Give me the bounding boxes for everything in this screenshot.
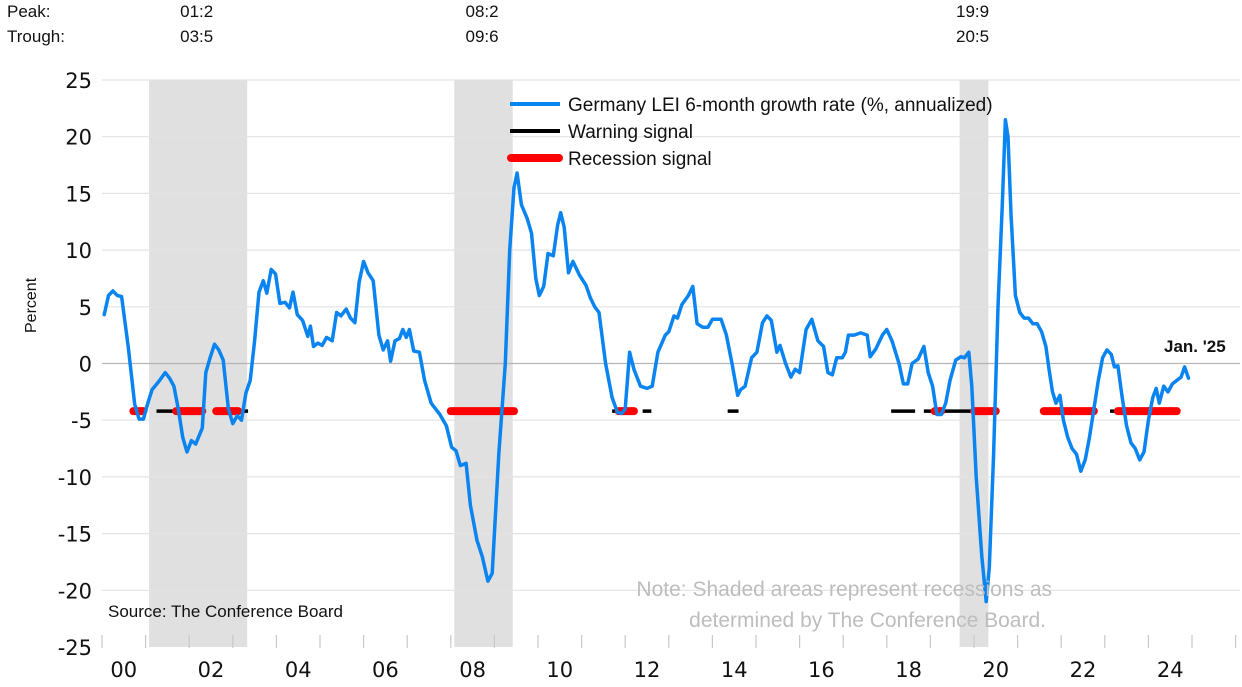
y-tick-label: 20 <box>65 126 92 150</box>
x-tick-label: 02 <box>198 658 225 682</box>
x-tick-label: 22 <box>1070 658 1097 682</box>
recession-note-line1: Note: Shaded areas represent recessions … <box>636 578 1052 601</box>
x-tick-label: 16 <box>808 658 835 682</box>
x-tick-label: 06 <box>372 658 399 682</box>
last-point-label: Jan. '25 <box>1164 337 1226 356</box>
x-tick-label: 04 <box>285 658 312 682</box>
y-tick-label: 25 <box>65 69 92 93</box>
source-note: Source: The Conference Board <box>108 602 343 621</box>
recession-peak-date: 19:9 <box>956 2 990 21</box>
legend-label-warning: Warning signal <box>568 122 693 143</box>
recession-note-line2: determined by The Conference Board. <box>689 609 1046 632</box>
recession-peak-date: 01:2 <box>180 2 214 21</box>
y-axis-label: Percent <box>23 277 40 333</box>
x-tick-label: 10 <box>546 658 573 682</box>
y-tick-label: 10 <box>65 239 92 263</box>
x-tick-label: 20 <box>982 658 1009 682</box>
x-tick-label: 08 <box>459 658 486 682</box>
y-tick-label: -10 <box>58 466 92 490</box>
recession-peak-date: 08:2 <box>465 2 499 21</box>
peak-label: Peak: <box>7 2 51 21</box>
y-tick-label: 0 <box>79 353 92 377</box>
y-tick-label: -5 <box>71 409 92 433</box>
x-tick-label: 12 <box>634 658 661 682</box>
legend-label-recession-signal: Recession signal <box>568 149 712 170</box>
x-tick-label: 24 <box>1157 658 1184 682</box>
y-tick-label: -15 <box>58 523 92 547</box>
y-tick-label: -25 <box>58 636 92 660</box>
x-tick-label: 18 <box>895 658 922 682</box>
recession-trough-date: 03:5 <box>180 27 214 46</box>
legend-label-series: Germany LEI 6-month growth rate (%, annu… <box>568 95 993 116</box>
x-tick-label: 14 <box>721 658 748 682</box>
y-tick-label: 5 <box>79 296 92 320</box>
recession-trough-date: 20:5 <box>956 27 990 46</box>
y-tick-label: 15 <box>65 182 92 206</box>
legend: Germany LEI 6-month growth rate (%, annu… <box>507 95 993 170</box>
lei-growth-line <box>102 117 1191 604</box>
trough-label: Trough: <box>7 27 65 46</box>
y-tick-label: -20 <box>58 579 92 603</box>
x-tick-label: 00 <box>110 658 137 682</box>
recession-trough-date: 09:6 <box>465 27 499 46</box>
